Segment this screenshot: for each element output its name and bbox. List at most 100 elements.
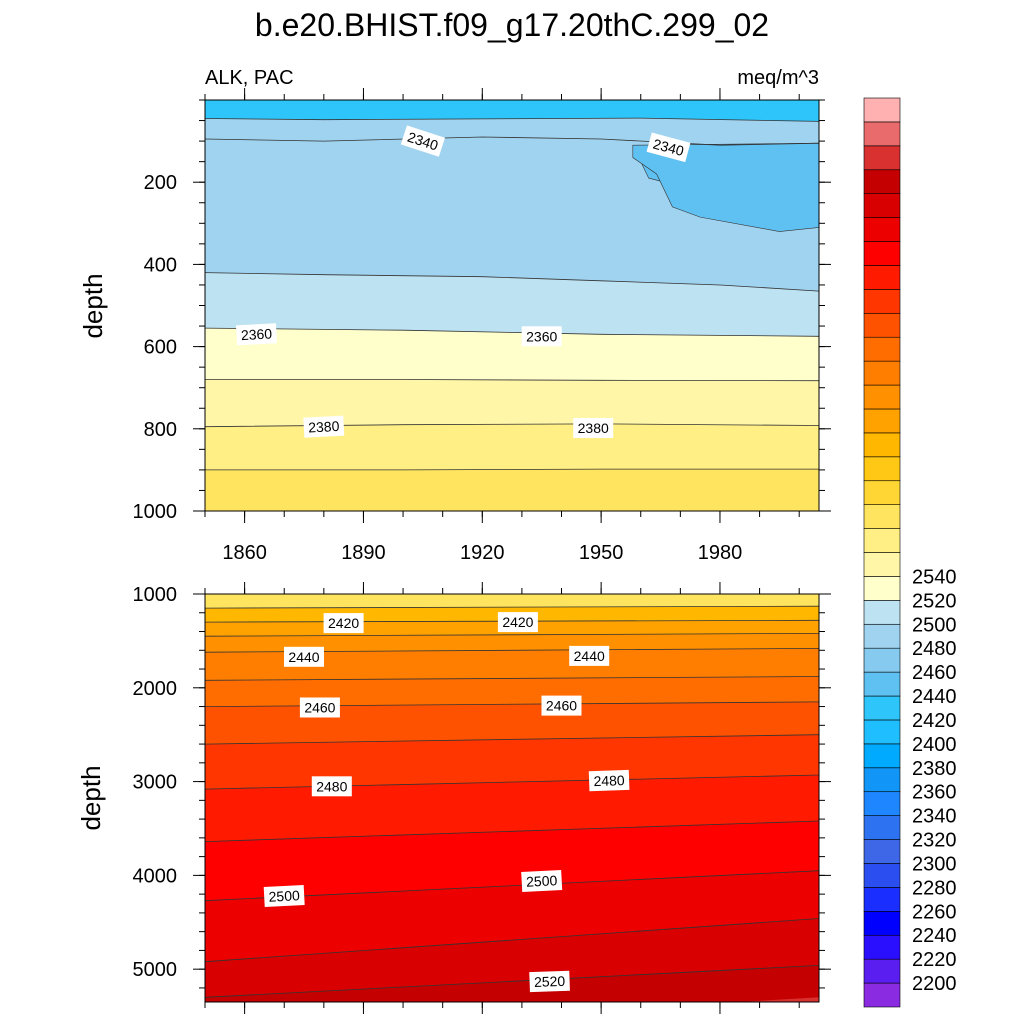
upper-fill: [205, 100, 819, 511]
region-2330: [632, 142, 819, 232]
lower-contour-labels: 2420 2420 2440 2440 2460 2460 2480 2480 2500 2500…: [263, 612, 630, 993]
contour-label: 2420: [323, 613, 364, 634]
colorbar-swatch: [863, 432, 901, 458]
contour-label: 2460: [541, 695, 582, 716]
colorbar-swatch: [863, 312, 901, 338]
y-tick-label: 4000: [133, 865, 178, 887]
contour-label: 2500: [521, 869, 563, 893]
contour-label: 2440: [284, 646, 324, 667]
colorbar-swatch: [863, 887, 901, 912]
colorbar-label: 2440: [912, 686, 957, 708]
y-tick-label: 600: [144, 337, 177, 359]
contour-label-text: 2460: [546, 698, 577, 714]
colorbar-label: 2260: [912, 901, 957, 923]
colorbar-swatch: [863, 695, 901, 721]
colorbar-swatch: [863, 767, 901, 793]
colorbar-swatch: [863, 408, 901, 434]
contour-label: 2360: [521, 326, 562, 347]
colorbar-label: 2320: [912, 830, 957, 852]
contour-label-text: 2460: [304, 700, 335, 716]
lower-fill: [205, 594, 819, 1002]
contour-2340: [205, 272, 819, 292]
colorbar-swatch: [863, 743, 901, 769]
colorbar-label: 2240: [912, 925, 957, 947]
contour-label-text: 2340: [651, 136, 685, 160]
colorbar-swatch: [863, 97, 901, 123]
contour-label-text: 2420: [502, 614, 533, 630]
y-tick-label: 200: [144, 172, 177, 194]
colorbar-label: 2220: [912, 949, 957, 971]
colorbar-swatch: [863, 576, 901, 601]
contour-label: 2460: [299, 697, 340, 718]
contour-label: 2360: [236, 323, 277, 346]
colorbar-swatch: [863, 193, 901, 218]
contour-2500: [205, 870, 819, 902]
contour-label: 2480: [311, 776, 352, 797]
colorbar-label: 2520: [912, 590, 957, 612]
colorbar: 2200222022402260228023002320234023602380…: [863, 97, 957, 1008]
contour-2360: [205, 379, 819, 382]
contour-label-text: 2380: [578, 420, 609, 436]
contour-label: 2500: [263, 884, 305, 908]
lower-frame: [204, 593, 820, 1003]
contour-label-text: 2360: [526, 328, 557, 344]
colorbar-swatch: [863, 241, 901, 266]
contour-2410: [205, 605, 819, 609]
colorbar-swatch: [863, 839, 901, 864]
colorbar-swatch: [863, 719, 901, 745]
colorbar-label: 2280: [912, 877, 957, 899]
contour-label-text: 2440: [288, 649, 319, 665]
x-tick-label: 1890: [341, 542, 386, 564]
colorbar-label: 2340: [912, 806, 957, 828]
upper-ylabel: depth: [78, 273, 108, 338]
upper-axes: 200 400 600 800 1000 1860 1890 1920 1950 1980: [133, 88, 831, 564]
colorbar-swatch: [863, 911, 901, 936]
colorbar-label: 2420: [912, 710, 957, 732]
colorbar-swatch: [863, 384, 901, 410]
colorbar-label: 2380: [912, 758, 957, 780]
contour-2430: [205, 633, 819, 637]
contour-label: 2520: [529, 970, 570, 993]
contour-2330: [205, 136, 819, 146]
colorbar-swatch: [863, 791, 901, 816]
colorbar-swatch: [863, 958, 901, 984]
contour-2325: [205, 117, 819, 122]
contour-label-text: 2480: [316, 778, 347, 794]
colorbar-label: 2300: [912, 854, 957, 876]
contour-label: 2480: [588, 769, 630, 792]
contour-label-text: 2360: [241, 325, 273, 343]
upper-right-label: meq/m^3: [737, 67, 819, 89]
contour-label: 2440: [569, 645, 610, 666]
colorbar-label: 2360: [912, 782, 957, 804]
colorbar-label: 2200: [912, 973, 957, 995]
band-2540: [739, 997, 819, 1002]
contour-label: 2420: [497, 612, 538, 633]
contour-label: 2380: [573, 418, 614, 438]
colorbar-swatch: [863, 217, 901, 242]
colorbar-swatch: [863, 169, 901, 194]
colorbar-swatch: [863, 863, 901, 888]
colorbar-label: 2400: [912, 734, 957, 756]
contour-2480: [205, 774, 819, 790]
colorbar-swatch: [863, 647, 901, 673]
colorbar-swatch: [863, 289, 901, 314]
x-tick-label: 1980: [698, 542, 743, 564]
colorbar-swatch: [863, 121, 901, 147]
colorbar-swatch: [863, 145, 901, 171]
x-tick-label: 1950: [579, 542, 624, 564]
colorbar-label: 2540: [912, 566, 957, 588]
colorbar-label: 2480: [912, 638, 957, 660]
colorbar-swatch: [863, 815, 901, 840]
colorbar-swatch: [863, 480, 901, 505]
upper-left-label: ALK, PAC: [205, 67, 294, 89]
contour-label: 2380: [303, 415, 345, 438]
y-tick-label: 1000: [133, 584, 178, 606]
contour-label-text: 2420: [328, 615, 359, 631]
colorbar-swatch: [863, 934, 901, 960]
lower-panel: 2420 2420 2440 2440 2460 2460 2480 2480 2500 2500…: [76, 582, 831, 1014]
chart-title: b.e20.BHIST.f09_g17.20thC.299_02: [255, 7, 769, 43]
y-tick-label: 2000: [133, 678, 178, 700]
